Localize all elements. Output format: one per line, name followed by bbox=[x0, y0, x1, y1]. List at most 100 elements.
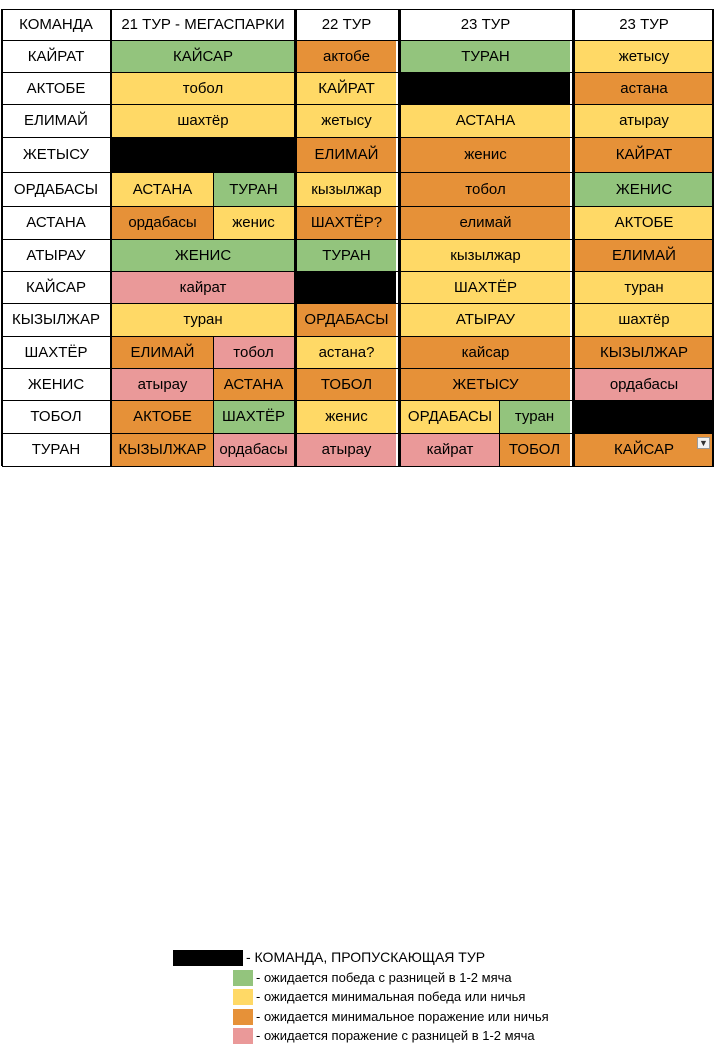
legend-green-swatch bbox=[233, 970, 253, 986]
grid-line bbox=[572, 9, 575, 466]
team-name: ЖЕТЫСУ bbox=[2, 137, 110, 172]
grid-line bbox=[2, 9, 714, 10]
legend-green-label: - ожидается победа с разницей в 1-2 мяча bbox=[256, 970, 512, 985]
match-cell: женис bbox=[401, 137, 570, 172]
match-cell: ЖЕТЫСУ bbox=[401, 368, 570, 400]
grid-line bbox=[2, 400, 714, 401]
match-cell: жетысу bbox=[575, 40, 713, 72]
legend-orange-label: - ожидается минимальное поражение или ни… bbox=[256, 1009, 549, 1024]
column-header: 23 ТУР bbox=[575, 9, 713, 40]
schedule-table: КОМАНДА 21 ТУР - МЕГАСПАРКИ 22 ТУР 23 ТУР 23… bbox=[0, 0, 717, 470]
match-cell: елимай bbox=[401, 206, 570, 239]
match-cell: астана bbox=[575, 72, 713, 104]
match-cell: АСТАНА bbox=[213, 368, 294, 400]
team-name: ЖЕНИС bbox=[2, 368, 110, 400]
match-cell: атырау bbox=[112, 368, 213, 400]
match-cell: ОРДАБАСЫ bbox=[401, 400, 499, 433]
match-cell: АКТОБЕ bbox=[112, 400, 213, 433]
grid-line bbox=[2, 336, 714, 337]
grid-line bbox=[294, 9, 297, 466]
grid-line bbox=[2, 206, 714, 207]
match-cell: туран bbox=[112, 303, 294, 336]
match-cell: актобе bbox=[297, 40, 396, 72]
match-cell: туран bbox=[499, 400, 570, 433]
team-name: АТЫРАУ bbox=[2, 239, 110, 271]
match-cell: ордабасы bbox=[575, 368, 713, 400]
grid-line bbox=[712, 9, 714, 466]
grid-line bbox=[2, 172, 714, 173]
dropdown-arrow-icon[interactable]: ▼ bbox=[697, 437, 710, 449]
match-cell: кызылжар bbox=[297, 172, 396, 206]
match-cell: АКТОБЕ bbox=[575, 206, 713, 239]
grid-line bbox=[2, 137, 714, 138]
match-cell: ТУРАН bbox=[213, 172, 294, 206]
match-cell: кызылжар bbox=[401, 239, 570, 271]
match-cell: КАЙРАТ bbox=[297, 72, 396, 104]
match-cell: КЫЗЫЛЖАР bbox=[112, 433, 213, 466]
legend-pink-swatch bbox=[233, 1028, 253, 1044]
team-name: КАЙРАТ bbox=[2, 40, 110, 72]
match-cell: женис bbox=[213, 206, 294, 239]
team-name: КЫЗЫЛЖАР bbox=[2, 303, 110, 336]
match-cell: ЖЕНИС bbox=[575, 172, 713, 206]
grid-line bbox=[398, 9, 401, 466]
match-cell: ТУРАН bbox=[401, 40, 570, 72]
match-cell: ТУРАН bbox=[297, 239, 396, 271]
match-cell: ЕЛИМАЙ bbox=[112, 336, 213, 368]
match-cell: кайрат bbox=[401, 433, 499, 466]
grid-line bbox=[1, 9, 3, 466]
grid-line bbox=[2, 40, 714, 41]
match-cell: атырау bbox=[575, 104, 713, 137]
match-cell: ЖЕНИС bbox=[112, 239, 294, 271]
match-cell: ШАХТЁР? bbox=[297, 206, 396, 239]
legend-orange-swatch bbox=[233, 1009, 253, 1025]
grid-line bbox=[213, 433, 214, 466]
legend: - КОМАНДА, ПРОПУСКАЮЩАЯ ТУР - ожидается … bbox=[0, 470, 717, 1044]
match-cell: АСТАНА bbox=[401, 104, 570, 137]
match-cell: ЕЛИМАЙ bbox=[297, 137, 396, 172]
match-cell bbox=[575, 400, 713, 433]
match-cell bbox=[112, 137, 294, 172]
match-cell: ОРДАБАСЫ bbox=[297, 303, 396, 336]
team-name: АКТОБЕ bbox=[2, 72, 110, 104]
match-cell: тобол bbox=[213, 336, 294, 368]
match-cell: туран bbox=[575, 271, 713, 303]
match-cell: КАЙСАР bbox=[112, 40, 294, 72]
team-name: ШАХТЁР bbox=[2, 336, 110, 368]
match-cell: тобол bbox=[401, 172, 570, 206]
team-name: КАЙСАР bbox=[2, 271, 110, 303]
legend-yellow-swatch bbox=[233, 989, 253, 1005]
grid-line bbox=[499, 433, 500, 466]
team-name: ОРДАБАСЫ bbox=[2, 172, 110, 206]
match-cell: КАЙСАР bbox=[575, 433, 713, 466]
grid-line bbox=[2, 72, 714, 73]
grid-line bbox=[213, 400, 214, 433]
legend-black-label: - КОМАНДА, ПРОПУСКАЮЩАЯ ТУР bbox=[246, 949, 486, 965]
legend-black-swatch bbox=[173, 950, 243, 966]
grid-line bbox=[2, 239, 714, 240]
match-cell: женис bbox=[297, 400, 396, 433]
match-cell: атырау bbox=[297, 433, 396, 466]
match-cell: ТОБОЛ bbox=[297, 368, 396, 400]
match-cell bbox=[297, 271, 396, 303]
team-name: АСТАНА bbox=[2, 206, 110, 239]
match-cell: КЫЗЫЛЖАР bbox=[575, 336, 713, 368]
legend-yellow-label: - ожидается минимальная победа или ничья bbox=[256, 989, 526, 1004]
match-cell: АТЫРАУ bbox=[401, 303, 570, 336]
match-cell: тобол bbox=[112, 72, 294, 104]
match-cell: жетысу bbox=[297, 104, 396, 137]
column-header: 23 ТУР bbox=[401, 9, 570, 40]
grid-line bbox=[213, 368, 214, 400]
match-cell: шахтёр bbox=[575, 303, 713, 336]
match-cell: кайсар bbox=[401, 336, 570, 368]
column-header: 22 ТУР bbox=[297, 9, 396, 40]
match-cell: шахтёр bbox=[112, 104, 294, 137]
team-name: ЕЛИМАЙ bbox=[2, 104, 110, 137]
match-cell: ЕЛИМАЙ bbox=[575, 239, 713, 271]
match-cell: ШАХТЁР bbox=[213, 400, 294, 433]
team-name: ТОБОЛ bbox=[2, 400, 110, 433]
grid-line bbox=[213, 206, 214, 239]
column-header: КОМАНДА bbox=[2, 9, 110, 40]
match-cell: КАЙРАТ bbox=[575, 137, 713, 172]
grid-line bbox=[213, 172, 214, 206]
